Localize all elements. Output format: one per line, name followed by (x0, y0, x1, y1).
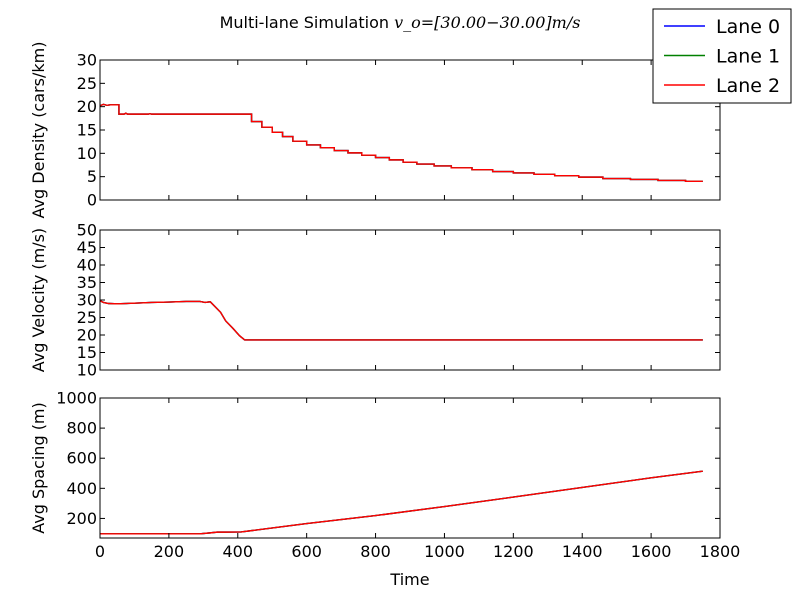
series-line-velocity-lane-1 (100, 300, 703, 341)
chart-title: Multi-lane Simulation v_o=[30.00−30.00]m… (220, 13, 581, 32)
series-line-spacing-lane-0 (100, 470, 703, 535)
y-tick-label: 40 (77, 256, 97, 275)
y-tick-label: 30 (77, 291, 97, 310)
series-line-spacing-lane-2 (100, 470, 703, 535)
x-tick-label: 1800 (700, 542, 741, 561)
y-tick-label: 45 (77, 238, 97, 257)
y-tick-label: 25 (77, 74, 97, 93)
y-tick-label: 800 (66, 419, 97, 438)
series-line-velocity-lane-0 (100, 300, 703, 341)
x-tick-label: 1600 (631, 542, 672, 561)
x-tick-label: 200 (154, 542, 185, 561)
series-line-velocity-lane-2 (100, 300, 703, 341)
y-tick-label: 0 (87, 191, 97, 210)
y-axis-label-spacing: Avg Spacing (m) (29, 402, 48, 534)
x-tick-label: 0 (95, 542, 105, 561)
y-tick-label: 5 (87, 167, 97, 186)
x-axis-label: Time (389, 570, 429, 589)
series-line-density-lane-0 (100, 103, 703, 183)
y-tick-label: 15 (77, 343, 97, 362)
y-tick-label: 50 (77, 221, 97, 240)
legend: Lane 0 Lane 1 Lane 2 (652, 8, 792, 104)
legend-label: Lane 1 (716, 46, 780, 68)
y-axis-label-density: Avg Density (cars/km) (29, 42, 48, 219)
legend-label: Lane 2 (716, 75, 780, 97)
series-line-density-lane-2 (100, 103, 703, 183)
panel-spacing: 200 400 600 800 1000 0 200 400 600 800 1000 1200 140… (29, 389, 740, 562)
y-tick-label: 35 (77, 273, 97, 292)
chart-title-plain: Multi-lane Simulation (220, 13, 395, 32)
y-tick-label: 15 (77, 121, 97, 140)
axes-frame-spacing (99, 397, 721, 539)
y-tick-label: 30 (77, 51, 97, 70)
x-tick-label: 1200 (493, 542, 534, 561)
panel-density: 0 5 10 15 20 25 30 Avg Density (cars/km) (29, 42, 721, 219)
series-line-density-lane-1 (100, 103, 703, 183)
chart-title-math: v_o=[30.00−30.00]m/s (394, 13, 580, 32)
x-tick-label: 600 (291, 542, 322, 561)
y-tick-label: 20 (77, 326, 97, 345)
x-tick-label: 1000 (424, 542, 465, 561)
y-tick-label: 10 (77, 144, 97, 163)
y-tick-label: 25 (77, 308, 97, 327)
legend-label: Lane 0 (716, 16, 780, 38)
y-tick-label: 600 (66, 449, 97, 468)
y-tick-label: 1000 (56, 389, 97, 408)
series-line-spacing-lane-1 (100, 470, 703, 535)
y-tick-label: 20 (77, 97, 97, 116)
x-tick-label: 400 (223, 542, 254, 561)
y-axis-label-velocity: Avg Velocity (m/s) (29, 228, 48, 372)
x-tick-label: 1400 (562, 542, 603, 561)
y-tick-label: 400 (66, 479, 97, 498)
y-tick-label: 10 (77, 361, 97, 380)
x-tick-label: 800 (360, 542, 391, 561)
axes-frame-velocity (99, 229, 721, 371)
y-tick-label: 200 (66, 509, 97, 528)
